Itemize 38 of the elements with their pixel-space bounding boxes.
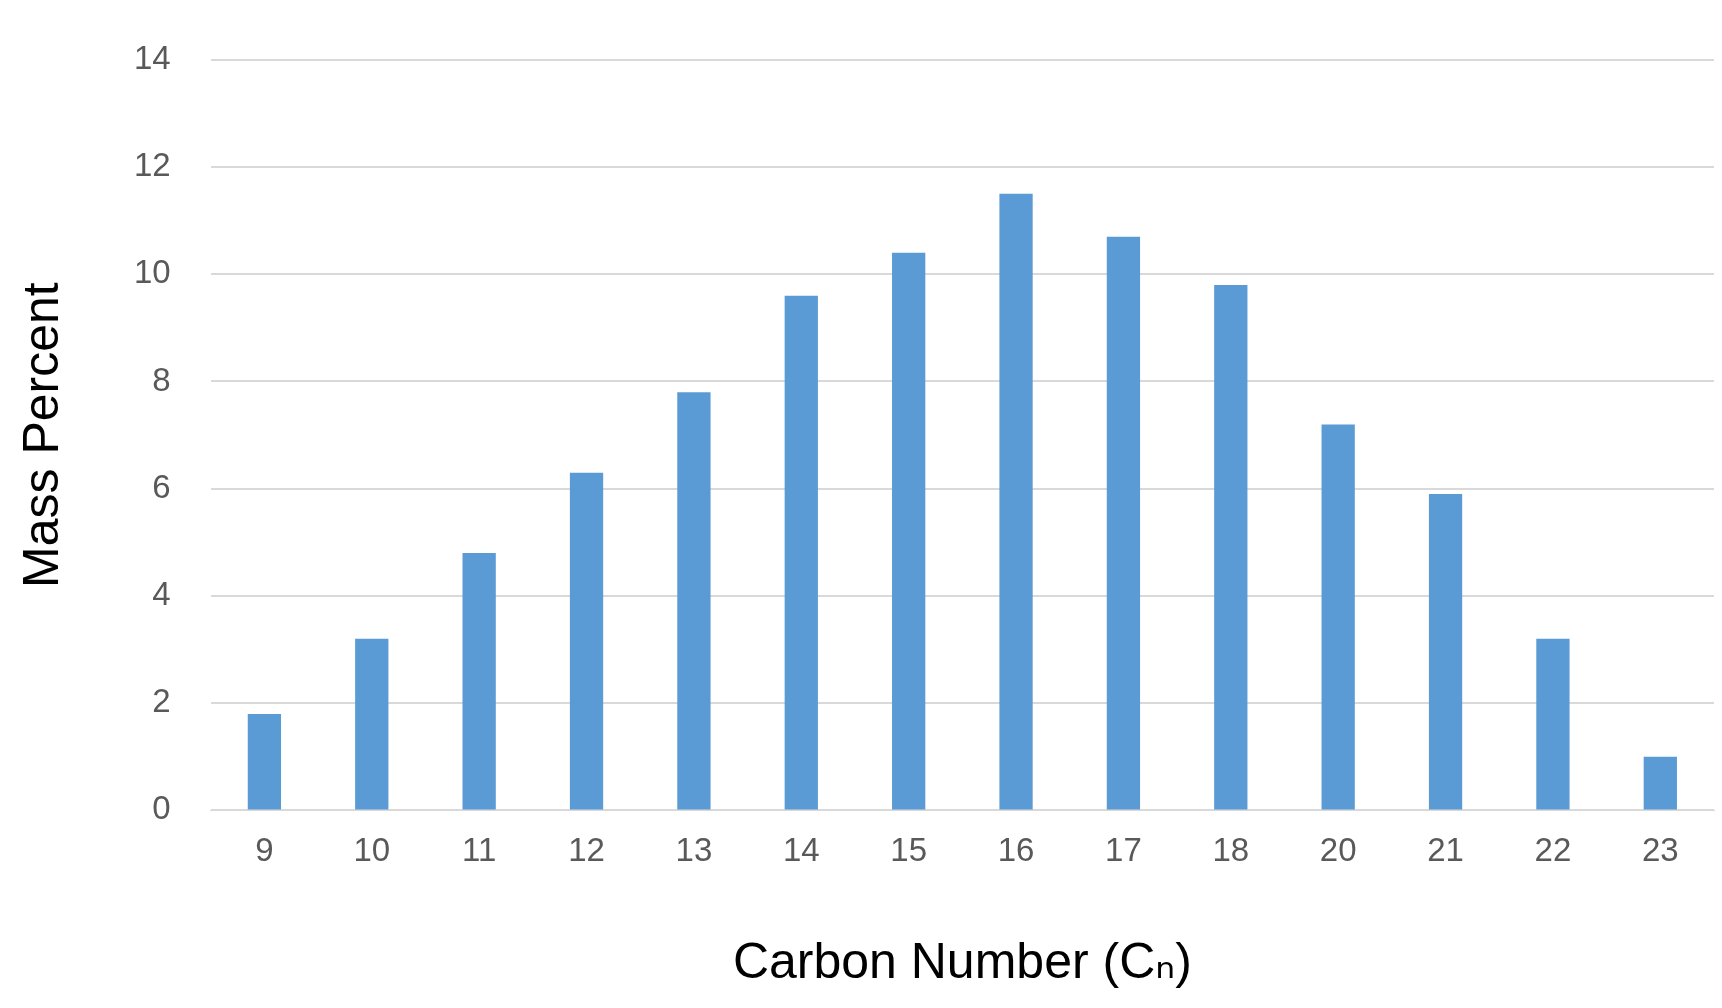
y-tick-label: 4 [152, 575, 171, 613]
bar [247, 713, 282, 810]
y-tick-label: 8 [152, 360, 171, 398]
x-tick-label: 20 [1319, 831, 1357, 869]
x-tick-label: 11 [462, 831, 497, 869]
bar [677, 392, 711, 810]
y-axis-title: Mass Percent [12, 282, 69, 588]
x-tick-label: 10 [353, 831, 391, 869]
y-tick-label: 10 [133, 253, 171, 291]
bar [999, 193, 1033, 810]
bar [1214, 284, 1248, 810]
x-tick-label: 12 [568, 831, 605, 869]
y-tick-label: 2 [152, 682, 171, 720]
bar [462, 553, 496, 810]
x-tick-label: 18 [1212, 831, 1250, 869]
y-tick-label: 14 [133, 38, 171, 76]
bar [1643, 756, 1677, 810]
y-tick-label: 12 [133, 146, 171, 184]
bar [355, 638, 389, 810]
x-tick-label: 21 [1427, 831, 1464, 869]
x-tick-label: 14 [782, 831, 820, 869]
bar [784, 295, 818, 810]
x-tick-label: 9 [255, 831, 274, 869]
y-tick-label: 0 [152, 789, 171, 827]
bar [1536, 638, 1570, 810]
x-tick-label: 16 [997, 831, 1035, 869]
x-tick-label: 22 [1534, 831, 1572, 869]
y-tick-label: 6 [152, 467, 171, 505]
x-tick-label: 13 [675, 831, 713, 869]
bar [892, 252, 926, 810]
x-axis-title: Carbon Number (Cₙ) [732, 932, 1192, 989]
x-tick-label: 15 [890, 831, 928, 869]
bar [1321, 424, 1355, 810]
bar [569, 472, 604, 810]
bar [1428, 494, 1463, 810]
x-tick-label: 17 [1105, 831, 1142, 869]
x-tick-label: 23 [1641, 831, 1679, 869]
bar [1106, 236, 1141, 810]
